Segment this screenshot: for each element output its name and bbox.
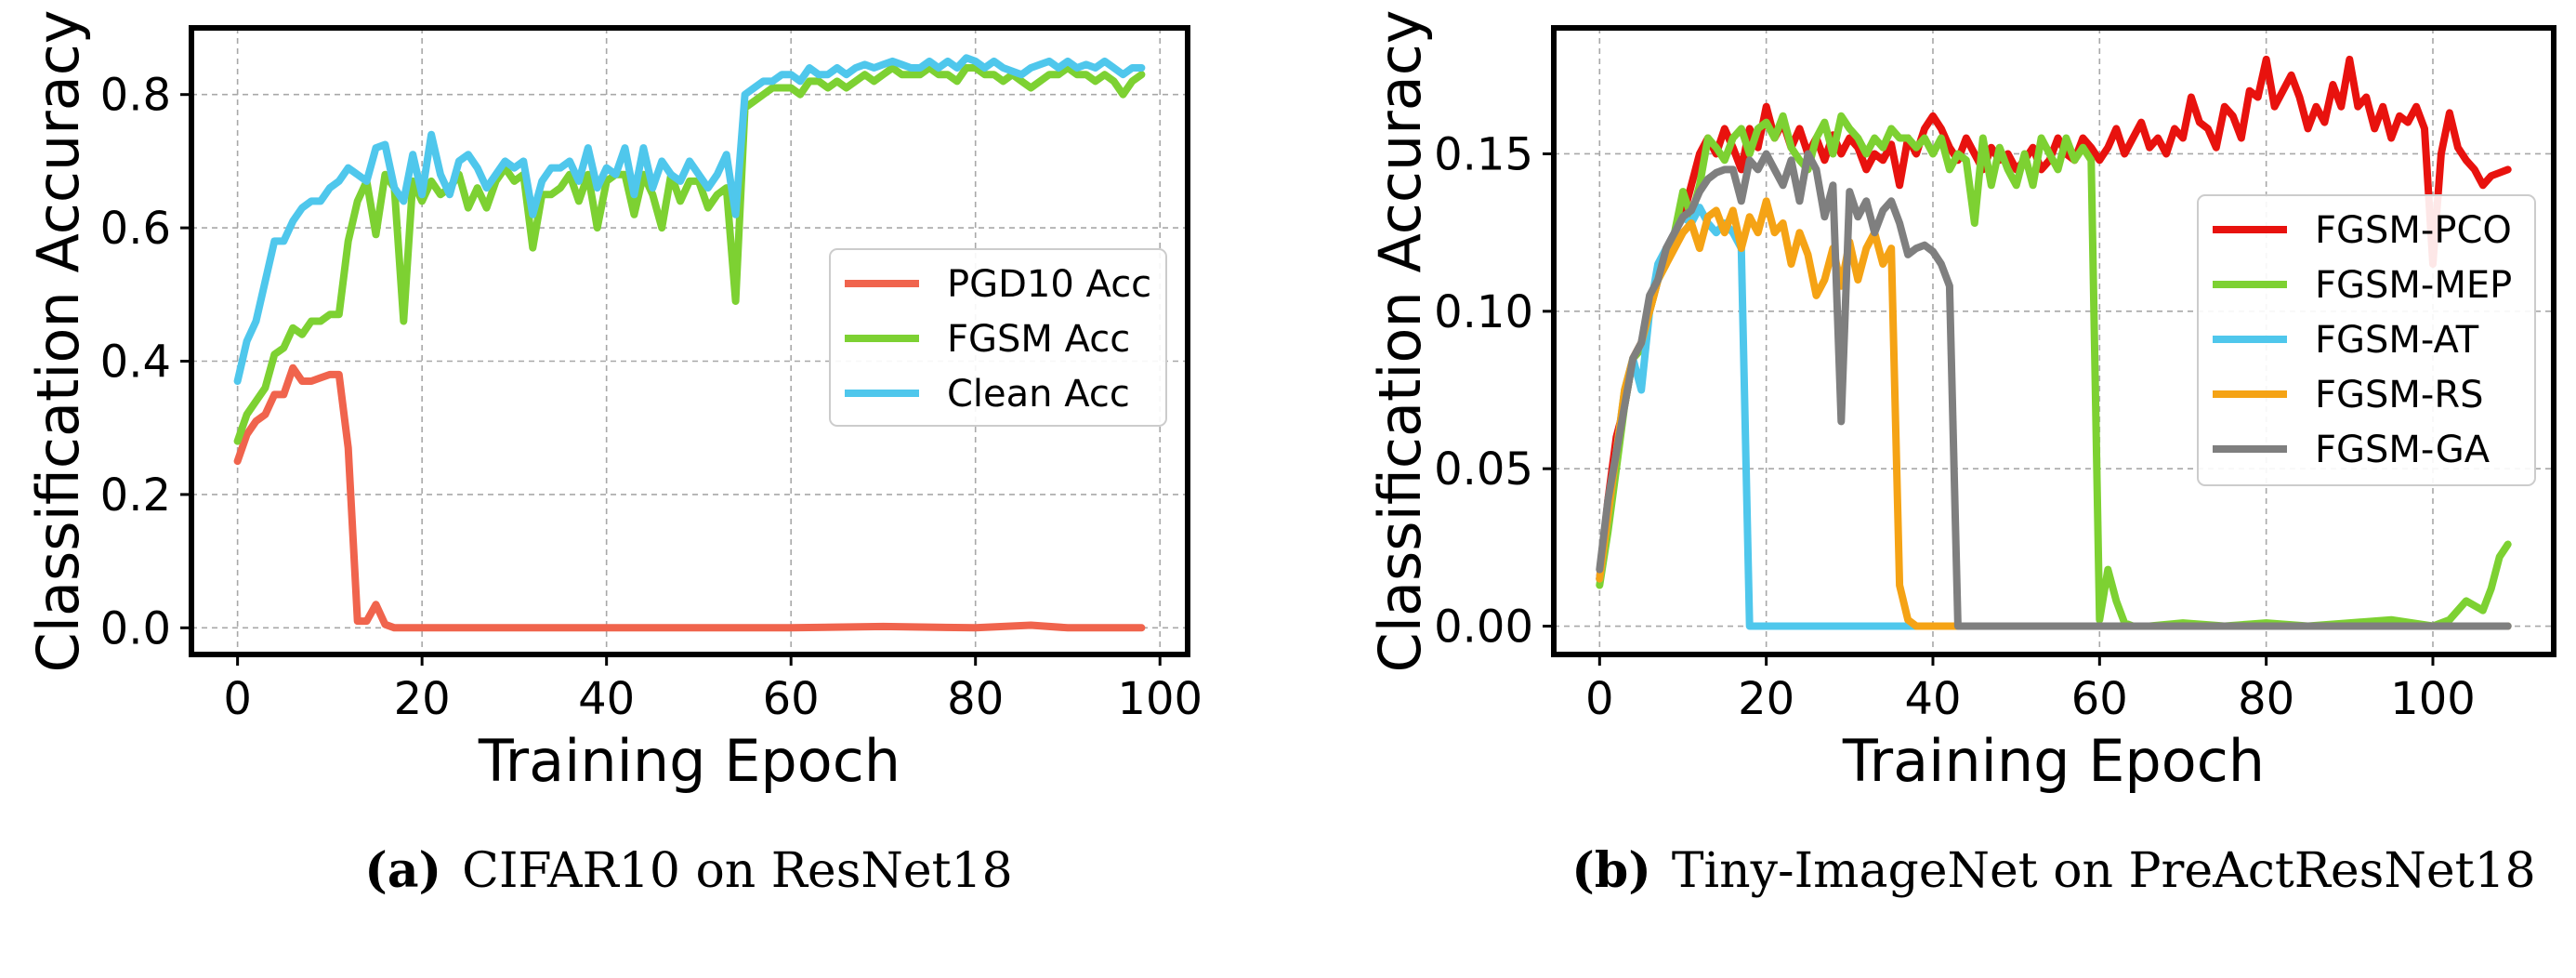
y-tick-label: 0.0 [100,602,171,654]
chart-panel-b: 0 20 40 60 80 100 0.00 0.05 0.10 0.15 Training Ep… [1366,10,2556,899]
y-tick-label: 0.00 [1434,601,1533,654]
y-tick-label: 0.05 [1434,443,1533,496]
caption-label-b: (b) [1571,842,1651,899]
series-line-fgsm-pco [1596,55,2512,583]
legend-label: FGSM-GA [2315,429,2491,471]
x-tick-label: 100 [1117,673,1203,725]
ticks-b: 0 20 40 60 80 100 0.00 0.05 0.10 0.15 [1434,128,2476,725]
plot-frame-b [1551,25,2556,657]
x-tick-label: 60 [763,673,820,725]
series-lines-b [1596,55,2512,630]
series-lines-a [233,54,1146,632]
x-tick-label: 100 [2390,673,2476,725]
x-tick-label: 0 [223,673,252,725]
ticks-a: 0 20 40 60 80 100 0.0 0.2 0.4 0.6 0.8 [100,70,1203,725]
x-tick-label: 80 [2238,673,2294,725]
caption-label-a: (a) [364,842,441,899]
series-line-clean-acc [233,54,1146,385]
legend-label: FGSM Acc [947,318,1130,361]
caption-text-b: Tiny-ImageNet on PreActResNet18 [1672,843,2536,899]
y-tick-label: 0.8 [100,70,171,122]
x-tick-label: 0 [1585,673,1614,725]
caption-b: (b) Tiny-ImageNet on PreActResNet18 [1571,842,2535,899]
y-tick-label: 0.15 [1434,128,1533,180]
legend-box [829,248,1167,427]
x-axis-label-b: Training Epoch [1842,727,2265,795]
y-axis-label-b: Classification Accuracy [1366,10,1434,673]
chart-panel-a: 0 20 40 60 80 100 0.0 0.2 0.4 0.6 0.8 Training Epo… [24,10,1203,900]
series-line-pgd10-acc [233,363,1146,632]
x-tick-label: 80 [947,673,1004,725]
legend-label: FGSM-PCO [2315,209,2512,252]
y-axis-label-a: Classification Accuracy [24,10,92,673]
y-tick-label: 0.6 [100,203,171,255]
legend-label: PGD10 Acc [947,263,1151,306]
y-tick-label: 0.10 [1434,286,1533,338]
caption-a: (a) CIFAR10 on ResNet18 [364,842,1012,899]
legend-label: FGSM-MEP [2315,264,2512,307]
x-tick-label: 40 [578,673,635,725]
legend-box [2197,194,2536,486]
legend-label: Clean Acc [947,373,1130,416]
x-tick-label: 20 [1738,673,1794,725]
y-tick-label: 0.2 [100,469,171,522]
x-axis-label-a: Training Epoch [478,727,900,795]
x-tick-label: 40 [1904,673,1961,725]
legend-label: FGSM-AT [2315,319,2479,362]
plot-frame-a [189,25,1190,657]
x-tick-label: 60 [2071,673,2128,725]
series-line-fgsm-ga [1596,150,2512,630]
legend-label: FGSM-RS [2315,374,2484,416]
legend-a: PGD10 Acc FGSM Acc Clean Acc [829,248,1167,427]
x-tick-label: 20 [394,673,451,725]
legend-b: FGSM-PCO FGSM-MEP FGSM-AT FGSM-RS FGSM-GA [2197,194,2536,486]
caption-text-a: CIFAR10 on ResNet18 [462,843,1013,899]
y-tick-label: 0.4 [100,337,171,389]
series-line-fgsm-acc [233,64,1146,445]
